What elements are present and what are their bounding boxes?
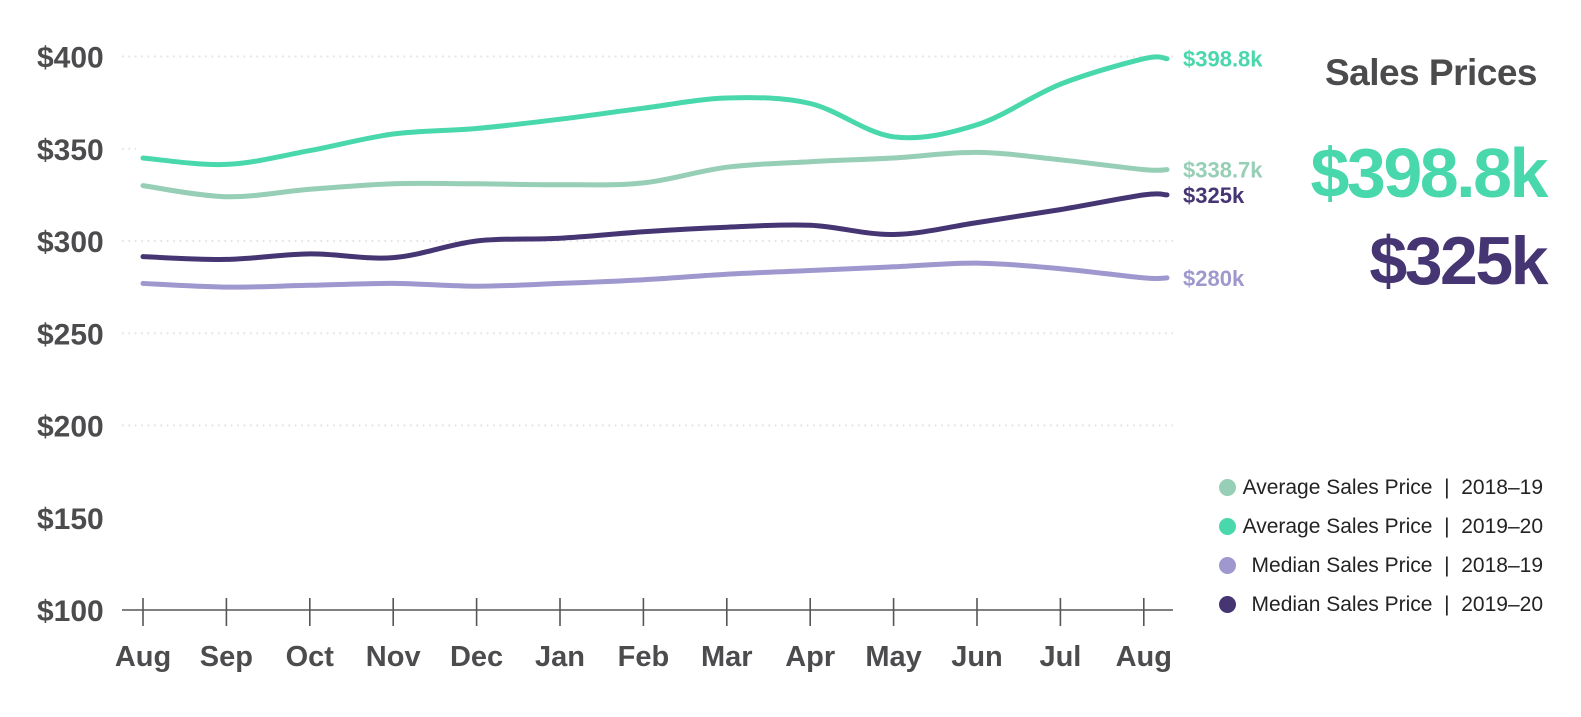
- series-line-avg-2019-20: [140, 54, 1170, 168]
- series-end-label-med-2019-20: $325k: [1183, 183, 1245, 208]
- x-axis-label-dec-4: Dec: [450, 641, 503, 673]
- series-line-med-2019-20: [140, 191, 1170, 262]
- x-axis-label-aug-0: Aug: [115, 641, 171, 673]
- y-axis-label-400: $400: [37, 42, 104, 75]
- series-end-label-med-2018-19: $280k: [1183, 266, 1245, 291]
- legend-label: Average Sales Price | 2018–19: [1242, 475, 1543, 499]
- legend-label: Average Sales Price | 2019–20: [1242, 514, 1543, 538]
- series-line-med-2018-19: [140, 260, 1170, 290]
- chart-title: Sales Prices: [1324, 52, 1538, 93]
- legend-dot-avg-2018-19: [1219, 479, 1236, 496]
- series-end-label-avg-2019-20: $398.8k: [1183, 47, 1263, 72]
- x-axis-label-feb-6: Feb: [618, 641, 670, 673]
- series-line-avg-2018-19: [140, 149, 1170, 200]
- x-axis-label-mar-7: Mar: [701, 641, 753, 673]
- y-axis-label-250: $250: [37, 318, 104, 351]
- legend-dot-avg-2019-20: [1219, 518, 1236, 535]
- legend-label: Median Sales Price | 2019–20: [1251, 592, 1543, 616]
- legend-dot-med-2018-19: [1219, 557, 1236, 574]
- legend-label: Median Sales Price | 2018–19: [1251, 553, 1543, 577]
- series-end-label-avg-2018-19: $338.7k: [1183, 158, 1263, 183]
- y-axis-label-350: $350: [37, 134, 104, 167]
- x-axis-label-jan-5: Jan: [535, 641, 585, 673]
- y-axis-label-300: $300: [37, 226, 104, 259]
- x-axis-label-apr-8: Apr: [785, 641, 835, 673]
- y-axis-label-200: $200: [37, 411, 104, 444]
- highlight-median-value: $325k: [1369, 223, 1548, 299]
- x-axis-label-may-9: May: [865, 641, 921, 673]
- x-axis-label-aug-12: Aug: [1116, 641, 1172, 673]
- legend: Average Sales Price | 2018–19 Average Sal…: [1219, 468, 1543, 624]
- legend-item-avg-2018-19: Average Sales Price | 2018–19: [1219, 468, 1543, 507]
- highlight-average-value: $398.8k: [1310, 134, 1548, 212]
- legend-item-med-2018-19: Median Sales Price | 2018–19: [1219, 546, 1543, 585]
- x-axis-label-oct-2: Oct: [286, 641, 335, 673]
- x-axis-label-jun-10: Jun: [951, 641, 1003, 673]
- legend-item-med-2019-20: Median Sales Price | 2019–20: [1219, 585, 1543, 624]
- y-axis-label-100: $100: [37, 595, 104, 628]
- x-axis-label-nov-3: Nov: [366, 641, 421, 673]
- legend-dot-med-2019-20: [1219, 596, 1236, 613]
- legend-item-avg-2019-20: Average Sales Price | 2019–20: [1219, 507, 1543, 546]
- x-axis-label-sep-1: Sep: [200, 641, 253, 673]
- x-axis-label-jul-11: Jul: [1039, 641, 1081, 673]
- y-axis-label-150: $150: [37, 503, 104, 536]
